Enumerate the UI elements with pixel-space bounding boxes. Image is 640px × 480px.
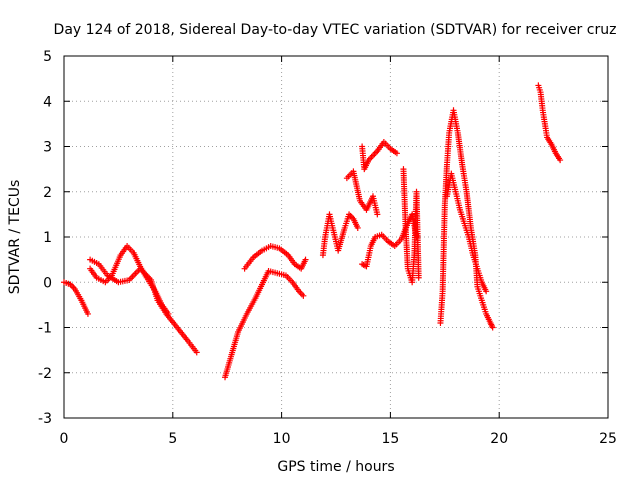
series-arc-4 — [222, 267, 307, 381]
data-point — [193, 349, 200, 356]
chart-title: Day 124 of 2018, Sidereal Day-to-day VTE… — [54, 22, 617, 38]
data-point — [557, 157, 564, 164]
y-tick-label: 3 — [43, 140, 52, 156]
y-tick-label: -3 — [38, 411, 52, 427]
y-tick-label: 2 — [43, 185, 52, 201]
data-point — [165, 310, 172, 317]
data-point — [354, 224, 361, 231]
x-axis-label: GPS time / hours — [277, 459, 394, 475]
y-tick-label: 1 — [43, 230, 52, 246]
data-point — [374, 211, 381, 218]
data-point — [84, 310, 91, 317]
series-arc-5 — [241, 243, 309, 272]
y-tick-label: 4 — [43, 94, 52, 110]
x-tick-label: 0 — [60, 431, 69, 447]
series-arc-8 — [343, 168, 381, 218]
data-point — [483, 288, 490, 295]
y-tick-label: 0 — [43, 275, 52, 291]
y-tick-label: -2 — [38, 366, 52, 382]
y-tick-label: 5 — [43, 49, 52, 65]
x-tick-label: 15 — [381, 431, 399, 447]
series-arc-1 — [61, 279, 91, 317]
data-point — [300, 292, 307, 299]
series-arc-13 — [535, 82, 564, 164]
series-arc-6 — [319, 211, 361, 259]
axis-ticks: 0 5 10 15 20 25 -3 -2 -1 0 1 2 3 4 5 — [38, 49, 617, 447]
x-tick-label: 10 — [273, 431, 291, 447]
data-point — [302, 256, 309, 263]
x-tick-label: 20 — [490, 431, 508, 447]
x-tick-label: 25 — [599, 431, 617, 447]
data-points — [61, 82, 564, 381]
data-point — [393, 150, 400, 157]
series-arc-12 — [443, 170, 490, 295]
series-arc-7 — [359, 138, 400, 173]
y-axis-label: SDTVAR / TECUs — [7, 180, 23, 295]
data-point — [415, 274, 422, 281]
data-point — [489, 324, 496, 331]
series-arc-3 — [87, 243, 172, 317]
x-tick-label: 5 — [168, 431, 177, 447]
y-tick-label: -1 — [38, 321, 52, 337]
series-arc-10 — [400, 166, 422, 286]
